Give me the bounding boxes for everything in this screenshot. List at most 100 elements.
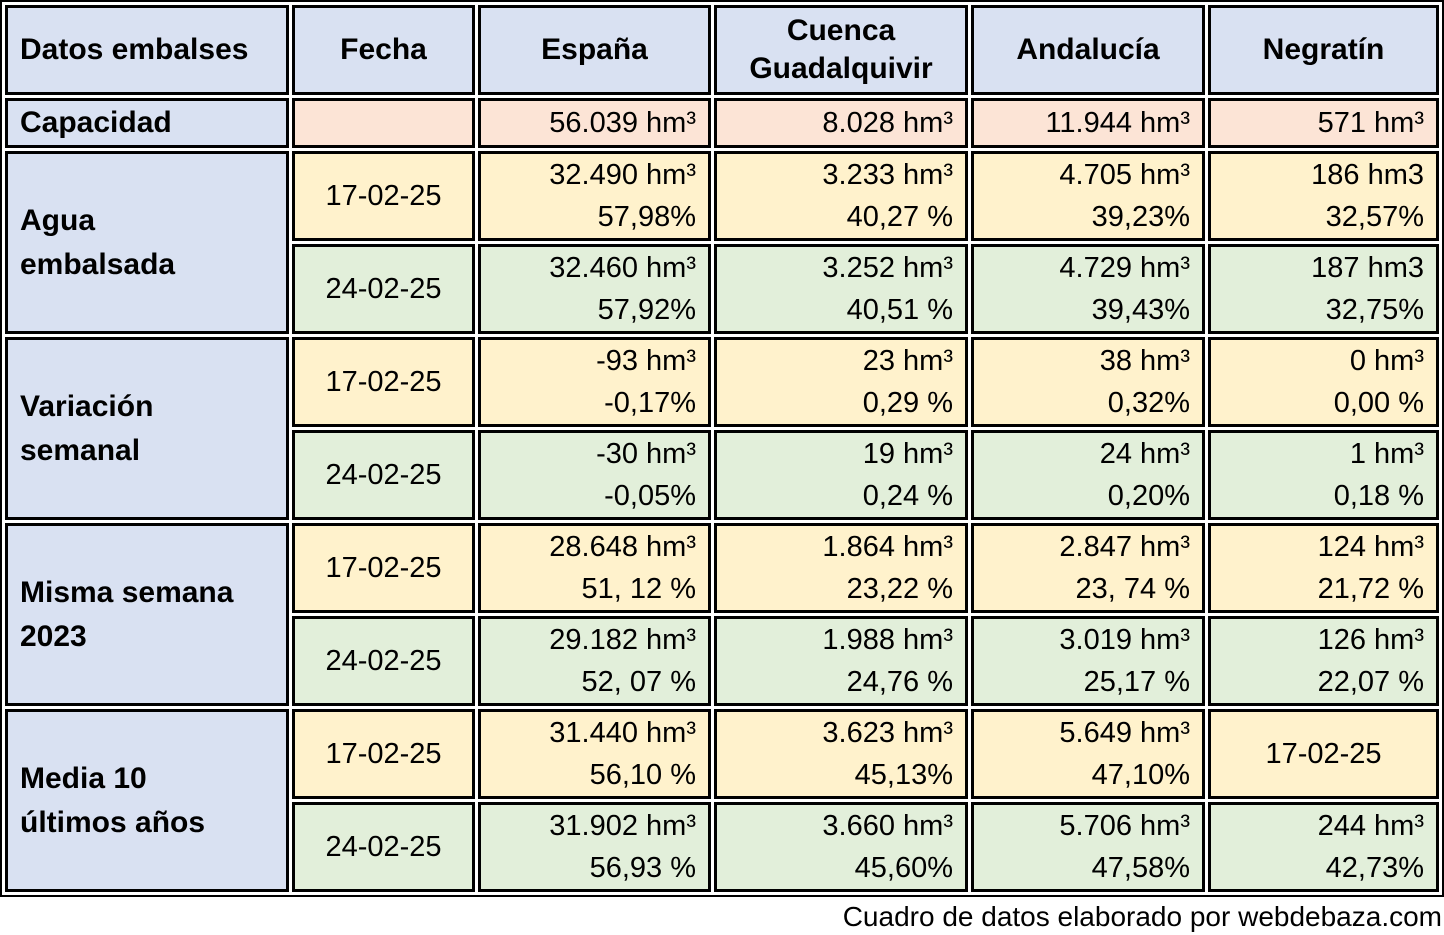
- cell-agua-r1-fecha: 17-02-25: [292, 151, 475, 241]
- row-label-media-10-ultimos-anos: Media 10 últimos años: [5, 709, 289, 892]
- volume-text: 187 hm3: [1311, 252, 1424, 284]
- cell-media-r1-andalucia: 5.649 hm³ 47,10%: [971, 709, 1205, 799]
- row-agua-embalsada-2: 24-02-25 32.460 hm³ 57,92% 3.252 hm³ 40,…: [5, 244, 1439, 334]
- volume-text: 19 hm³: [862, 438, 953, 470]
- percent-text: 0,00 %: [1333, 387, 1424, 419]
- row-misma-semana-1: Misma semana 2023 17-02-25 28.648 hm³ 51…: [5, 523, 1439, 706]
- volume-text: 23 hm³: [862, 345, 953, 377]
- volume-text: 3.623 hm³: [822, 717, 953, 749]
- volume-text: 1.988 hm³: [822, 624, 953, 656]
- percent-text: 45,13%: [854, 759, 953, 791]
- volume-text: 3.660 hm³: [822, 810, 953, 842]
- cell-media-r2-cuenca: 3.660 hm³ 45,60%: [714, 802, 968, 892]
- cell-misma-r2-espana: 29.182 hm³ 52, 07 %: [478, 616, 711, 706]
- volume-text: 29.182 hm³: [549, 624, 696, 656]
- row-label-variacion-semanal: Variación semanal: [5, 337, 289, 520]
- percent-text: 45,60%: [854, 852, 953, 884]
- volume-text: 571 hm³: [1317, 107, 1424, 139]
- cell-media-r2-andalucia: 5.706 hm³ 47,58%: [971, 802, 1205, 892]
- cell-media-r1-cuenca: 3.623 hm³ 45,13%: [714, 709, 968, 799]
- credit-text: Cuadro de datos elaborado por webdebaza.…: [842, 901, 1442, 932]
- cell-variacion-r1-andalucia: 38 hm³ 0,32%: [971, 337, 1205, 427]
- row-media-10-2: 24-02-25 31.902 hm³ 56,93 % 3.660 hm³ 45…: [5, 802, 1439, 892]
- percent-text: 47,58%: [1091, 852, 1190, 884]
- percent-text: 23, 74 %: [1075, 573, 1190, 605]
- cell-agua-r1-negratin: 186 hm3 32,57%: [1208, 151, 1439, 241]
- percent-text: 39,43%: [1091, 294, 1190, 326]
- cell-misma-r1-andalucia: 2.847 hm³ 23, 74 %: [971, 523, 1205, 613]
- cell-agua-r2-andalucia: 4.729 hm³ 39,43%: [971, 244, 1205, 334]
- volume-text: 186 hm3: [1311, 159, 1424, 191]
- row-misma-semana-2: 24-02-25 29.182 hm³ 52, 07 % 1.988 hm³ 2…: [5, 616, 1439, 706]
- cell-capacidad-fecha: [292, 98, 475, 148]
- volume-text: 32.490 hm³: [549, 159, 696, 191]
- col-header-fecha: Fecha: [292, 5, 475, 95]
- cell-agua-r1-espana: 32.490 hm³ 57,98%: [478, 151, 711, 241]
- cell-misma-r1-fecha: 17-02-25: [292, 523, 475, 613]
- percent-text: 32,57%: [1325, 201, 1424, 233]
- cell-media-r2-fecha: 24-02-25: [292, 802, 475, 892]
- cell-misma-r1-negratin: 124 hm³ 21,72 %: [1208, 523, 1439, 613]
- percent-text: 42,73%: [1325, 852, 1424, 884]
- cell-media-r1-espana: 31.440 hm³ 56,10 %: [478, 709, 711, 799]
- volume-text: 0 hm³: [1349, 345, 1424, 377]
- volume-text: 32.460 hm³: [549, 252, 696, 284]
- percent-text: 52, 07 %: [581, 666, 696, 698]
- cell-agua-r2-fecha: 24-02-25: [292, 244, 475, 334]
- percent-text: 47,10%: [1091, 759, 1190, 791]
- cell-variacion-r2-cuenca: 19 hm³ 0,24 %: [714, 430, 968, 520]
- cell-media-r1-negratin: 17-02-25: [1208, 709, 1439, 799]
- volume-text: 28.648 hm³: [549, 531, 696, 563]
- percent-text: 57,92%: [597, 294, 696, 326]
- row-variacion-semanal-1: Variación semanal 17-02-25 -93 hm³ -0,17…: [5, 337, 1439, 520]
- volume-text: -30 hm³: [596, 438, 696, 470]
- row-label-capacidad: Capacidad: [5, 98, 289, 148]
- percent-text: 56,10 %: [589, 759, 696, 791]
- volume-text: 4.729 hm³: [1059, 252, 1190, 284]
- volume-text: 124 hm³: [1317, 531, 1424, 563]
- col-header-datos-embalses: Datos embalses: [5, 5, 289, 95]
- percent-text: 51, 12 %: [581, 573, 696, 605]
- volume-text: 244 hm³: [1317, 810, 1424, 842]
- cell-misma-r2-negratin: 126 hm³ 22,07 %: [1208, 616, 1439, 706]
- cell-capacidad-andalucia: 11.944 hm³: [971, 98, 1205, 148]
- cell-agua-r2-negratin: 187 hm3 32,75%: [1208, 244, 1439, 334]
- percent-text: 40,51 %: [846, 294, 953, 326]
- cell-variacion-r1-negratin: 0 hm³ 0,00 %: [1208, 337, 1439, 427]
- volume-text: 38 hm³: [1099, 345, 1190, 377]
- percent-text: 0,32%: [1107, 387, 1190, 419]
- percent-text: 0,20%: [1107, 480, 1190, 512]
- cell-variacion-r2-negratin: 1 hm³ 0,18 %: [1208, 430, 1439, 520]
- volume-text: 1 hm³: [1349, 438, 1424, 470]
- cell-variacion-r2-andalucia: 24 hm³ 0,20%: [971, 430, 1205, 520]
- col-header-espana: España: [478, 5, 711, 95]
- volume-text: 1.864 hm³: [822, 531, 953, 563]
- cell-agua-r1-cuenca: 3.233 hm³ 40,27 %: [714, 151, 968, 241]
- row-capacidad: Capacidad 56.039 hm³ 8.028 hm³ 11.944 hm…: [5, 98, 1439, 148]
- cell-agua-r1-andalucia: 4.705 hm³ 39,23%: [971, 151, 1205, 241]
- percent-text: 0,18 %: [1333, 480, 1424, 512]
- header-row: Datos embalses Fecha España Cuenca Guada…: [5, 5, 1439, 95]
- col-header-negratin: Negratín: [1208, 5, 1439, 95]
- date-text: 17-02-25: [1265, 738, 1382, 770]
- volume-text: 3.233 hm³: [822, 159, 953, 191]
- cell-variacion-r1-fecha: 17-02-25: [292, 337, 475, 427]
- row-label-agua-embalsada: Agua embalsada: [5, 151, 289, 334]
- percent-text: 0,29 %: [862, 387, 953, 419]
- volume-text: 3.019 hm³: [1059, 624, 1190, 656]
- row-agua-embalsada-1: Agua embalsada 17-02-25 32.490 hm³ 57,98…: [5, 151, 1439, 334]
- col-header-andalucia: Andalucía: [971, 5, 1205, 95]
- cell-misma-r1-cuenca: 1.864 hm³ 23,22 %: [714, 523, 968, 613]
- cell-misma-r1-espana: 28.648 hm³ 51, 12 %: [478, 523, 711, 613]
- percent-text: 22,07 %: [1317, 666, 1424, 698]
- percent-text: -0,17%: [604, 387, 696, 419]
- volume-text: 2.847 hm³: [1059, 531, 1190, 563]
- percent-text: 23,22 %: [846, 573, 953, 605]
- volume-text: 5.706 hm³: [1059, 810, 1190, 842]
- percent-text: -0,05%: [604, 480, 696, 512]
- cell-capacidad-cuenca: 8.028 hm³: [714, 98, 968, 148]
- percent-text: 24,76 %: [846, 666, 953, 698]
- volume-text: 4.705 hm³: [1059, 159, 1190, 191]
- volume-text: -93 hm³: [596, 345, 696, 377]
- percent-text: 56,93 %: [589, 852, 696, 884]
